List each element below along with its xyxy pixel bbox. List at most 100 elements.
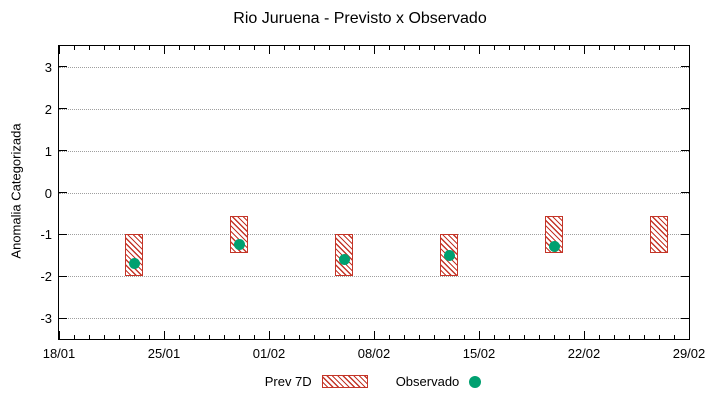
y-tick-label: 0 bbox=[44, 185, 52, 201]
x-minor-tick-top bbox=[613, 46, 615, 50]
x-minor-tick-top bbox=[358, 46, 360, 50]
y-tick-right bbox=[681, 108, 689, 110]
x-minor-tick-bottom bbox=[493, 335, 495, 339]
x-minor-tick-bottom bbox=[403, 335, 405, 339]
observed-dot bbox=[233, 239, 245, 251]
x-minor-tick-bottom bbox=[463, 335, 465, 339]
y-tick-right bbox=[681, 233, 689, 235]
observed-dot bbox=[128, 258, 140, 270]
x-minor-tick-bottom bbox=[208, 335, 210, 339]
x-minor-tick-top bbox=[133, 46, 135, 50]
legend: Prev 7D Observado bbox=[58, 374, 688, 389]
x-minor-tick-bottom bbox=[178, 335, 180, 339]
x-minor-tick-top bbox=[433, 46, 435, 50]
y-gridline bbox=[59, 108, 689, 110]
y-tick-left bbox=[59, 275, 67, 277]
x-minor-tick-bottom bbox=[148, 335, 150, 339]
x-minor-tick-top bbox=[598, 46, 600, 50]
x-minor-tick-bottom bbox=[238, 335, 240, 339]
x-tick-top bbox=[58, 46, 60, 54]
x-minor-tick-bottom bbox=[538, 335, 540, 339]
x-tick-top bbox=[478, 46, 480, 54]
x-minor-tick-bottom bbox=[343, 335, 345, 339]
x-minor-tick-bottom bbox=[118, 335, 120, 339]
x-minor-tick-top bbox=[118, 46, 120, 50]
x-minor-tick-top bbox=[313, 46, 315, 50]
x-minor-tick-top bbox=[493, 46, 495, 50]
y-tick-right bbox=[681, 66, 689, 68]
x-minor-tick-bottom bbox=[658, 335, 660, 339]
x-minor-tick-top bbox=[208, 46, 210, 50]
x-minor-tick-top bbox=[103, 46, 105, 50]
y-tick-left bbox=[59, 192, 67, 193]
x-minor-tick-bottom bbox=[418, 335, 420, 339]
x-minor-tick-top bbox=[553, 46, 555, 50]
x-minor-tick-bottom bbox=[388, 335, 390, 339]
x-tick-label: 15/02 bbox=[462, 346, 496, 361]
y-tick-right bbox=[681, 317, 689, 319]
y-tick-label: -1 bbox=[40, 227, 52, 243]
y-tick-right bbox=[681, 150, 689, 152]
x-minor-tick-top bbox=[388, 46, 390, 50]
x-minor-tick-bottom bbox=[88, 335, 90, 339]
x-minor-tick-top bbox=[658, 46, 660, 50]
x-minor-tick-top bbox=[223, 46, 225, 50]
x-minor-tick-bottom bbox=[358, 335, 360, 339]
y-tick-left bbox=[59, 317, 67, 319]
x-minor-tick-top bbox=[298, 46, 300, 50]
y-gridline bbox=[59, 234, 689, 236]
forecast-range-bar bbox=[125, 234, 143, 277]
y-tick-label: -3 bbox=[40, 311, 52, 327]
y-gridline bbox=[59, 318, 689, 320]
observed-dot bbox=[548, 241, 560, 253]
x-minor-tick-bottom bbox=[508, 335, 510, 339]
x-minor-tick-top bbox=[178, 46, 180, 50]
x-tick-bottom bbox=[163, 331, 165, 339]
y-tick-right bbox=[681, 192, 689, 193]
x-tick-top bbox=[268, 46, 270, 54]
x-minor-tick-top bbox=[148, 46, 150, 50]
x-minor-tick-top bbox=[418, 46, 420, 50]
x-tick-bottom bbox=[583, 331, 585, 339]
x-minor-tick-top bbox=[673, 46, 675, 50]
x-minor-tick-bottom bbox=[253, 335, 255, 339]
y-tick-label: -2 bbox=[40, 269, 52, 285]
legend-item-prev7d: Prev 7D bbox=[265, 374, 368, 389]
x-minor-tick-top bbox=[643, 46, 645, 50]
x-minor-tick-top bbox=[328, 46, 330, 50]
x-minor-tick-top bbox=[73, 46, 75, 50]
x-minor-tick-bottom bbox=[628, 335, 630, 339]
x-minor-tick-bottom bbox=[673, 335, 675, 339]
y-tick-left bbox=[59, 66, 67, 68]
y-tick-label: 3 bbox=[44, 59, 52, 75]
x-minor-tick-top bbox=[253, 46, 255, 50]
x-minor-tick-top bbox=[343, 46, 345, 50]
x-minor-tick-bottom bbox=[598, 335, 600, 339]
x-minor-tick-bottom bbox=[223, 335, 225, 339]
x-minor-tick-bottom bbox=[313, 335, 315, 339]
y-tick-left bbox=[59, 108, 67, 110]
y-tick-right bbox=[681, 275, 689, 277]
legend-label-prev7d: Prev 7D bbox=[264, 374, 312, 389]
x-minor-tick-bottom bbox=[73, 335, 75, 339]
y-gridline bbox=[59, 66, 689, 68]
x-minor-tick-bottom bbox=[133, 335, 135, 339]
x-minor-tick-bottom bbox=[298, 335, 300, 339]
x-tick-top bbox=[163, 46, 165, 54]
forecast-range-bar bbox=[650, 215, 668, 254]
x-tick-label: 22/02 bbox=[567, 346, 601, 361]
x-tick-label: 18/01 bbox=[42, 346, 76, 361]
x-tick-label: 29/02 bbox=[672, 346, 706, 361]
y-tick-left bbox=[59, 150, 67, 152]
x-minor-tick-top bbox=[403, 46, 405, 50]
legend-label-observado: Observado bbox=[395, 374, 460, 389]
x-tick-bottom bbox=[373, 331, 375, 339]
x-minor-tick-bottom bbox=[433, 335, 435, 339]
chart-title: Rio Juruena - Previsto x Observado bbox=[233, 10, 487, 27]
y-gridline bbox=[59, 192, 689, 194]
legend-marker-observado-dot bbox=[469, 375, 482, 388]
legend-swatch-hatched-bar bbox=[321, 375, 368, 388]
x-minor-tick-top bbox=[628, 46, 630, 50]
x-minor-tick-top bbox=[193, 46, 195, 50]
